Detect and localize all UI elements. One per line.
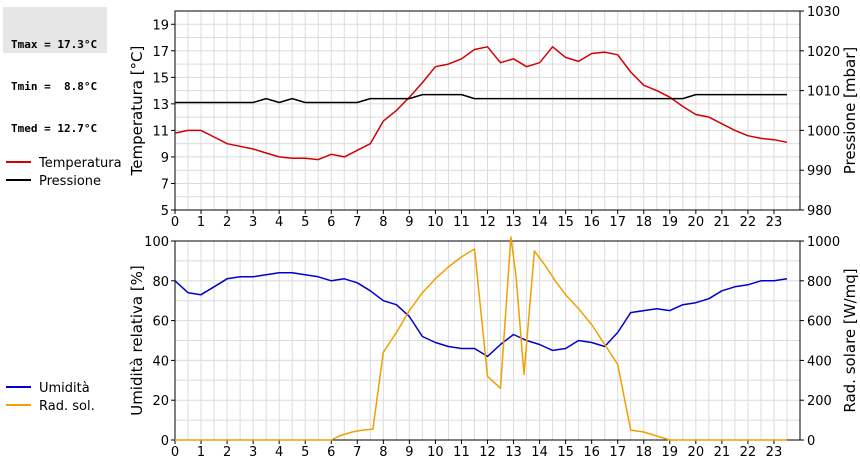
x-tick-label: 21 — [714, 215, 731, 230]
x-tick-label: 12 — [479, 445, 496, 460]
y-tick-label: 80 — [152, 275, 169, 290]
x-tick-label: 9 — [405, 445, 413, 460]
x-tick-label: 10 — [427, 215, 444, 230]
x-tick-label: 12 — [479, 215, 496, 230]
x-tick-label: 1 — [197, 445, 205, 460]
temperature-pressure-chart: 0 1 2 3 4 5 6 7 8 9 10 11 12 13 14 15 16 17 18 19 20 21 22 2357… — [6, 5, 859, 230]
y2-tick-label: 1000 — [807, 124, 840, 139]
x-tick-label: 3 — [249, 215, 257, 230]
y-axis-label: Temperatura [°C] — [128, 46, 146, 177]
y2-tick-label: 800 — [807, 275, 832, 290]
legend-label: Pressione — [39, 174, 101, 189]
y-tick-label: 20 — [152, 394, 169, 409]
x-tick-label: 16 — [583, 215, 600, 230]
x-tick-label: 6 — [327, 445, 335, 460]
x-tick-label: 8 — [379, 215, 387, 230]
y-tick-label: 40 — [152, 354, 169, 369]
x-tick-label: 18 — [635, 445, 652, 460]
x-tick-label: 10 — [427, 445, 444, 460]
y2-tick-label: 1000 — [807, 235, 840, 250]
x-tick-label: 7 — [353, 445, 361, 460]
y-tick-label: 11 — [152, 124, 169, 139]
x-tick-label: 17 — [609, 445, 626, 460]
x-tick-label: 11 — [453, 445, 470, 460]
x-tick-label: 0 — [171, 445, 179, 460]
x-tick-label: 5 — [301, 445, 309, 460]
y-tick-label: 100 — [144, 235, 169, 250]
x-tick-label: 15 — [557, 445, 574, 460]
x-tick-label: 23 — [766, 215, 783, 230]
grid — [174, 240, 801, 441]
x-tick-label: 20 — [688, 445, 705, 460]
x-tick-label: 23 — [766, 445, 783, 460]
y2-tick-label: 0 — [807, 434, 815, 449]
x-tick-label: 1 — [197, 215, 205, 230]
x-tick-label: 19 — [662, 445, 679, 460]
x-tick-label: 22 — [740, 215, 757, 230]
series-line-umidita — [174, 272, 788, 358]
grid — [174, 10, 801, 211]
y2-tick-label: 1020 — [807, 45, 840, 60]
legend-label: Umidità — [39, 381, 90, 396]
y2-tick-label: 600 — [807, 315, 832, 330]
y2-tick-label: 400 — [807, 354, 832, 369]
x-tick-label: 5 — [301, 215, 309, 230]
stats-box: Tmax = 17.3°C Tmin = 8.8°C Tmed = 12.7°C — [3, 7, 107, 135]
x-tick-label: 14 — [531, 215, 548, 230]
y2-tick-label: 200 — [807, 394, 832, 409]
y-tick-label: 60 — [152, 315, 169, 330]
x-tick-label: 15 — [557, 215, 574, 230]
x-tick-label: 4 — [275, 445, 283, 460]
x-tick-label: 16 — [583, 445, 600, 460]
x-tick-label: 18 — [635, 215, 652, 230]
y-tick-label: 0 — [161, 434, 169, 449]
x-tick-label: 21 — [714, 445, 731, 460]
x-tick-label: 4 — [275, 215, 283, 230]
y2-axis-label: Rad. solare [W/mq] — [841, 268, 859, 412]
y-axis-label: Umidità relativa [%] — [128, 265, 146, 416]
stat-tmed: Tmed = 12.7°C — [11, 122, 98, 135]
y2-tick-label: 980 — [807, 204, 832, 219]
x-tick-label: 2 — [223, 215, 231, 230]
x-tick-label: 8 — [379, 445, 387, 460]
x-tick-label: 2 — [223, 445, 231, 460]
series-line-rad-sol — [175, 236, 787, 441]
y-tick-label: 15 — [152, 71, 169, 86]
legend-label: Temperatura — [38, 156, 122, 171]
x-tick-label: 11 — [453, 215, 470, 230]
x-tick-label: 17 — [609, 215, 626, 230]
x-tick-label: 3 — [249, 445, 257, 460]
x-tick-label: 6 — [327, 215, 335, 230]
x-tick-label: 14 — [531, 445, 548, 460]
x-tick-label: 0 — [171, 215, 179, 230]
y-tick-label: 19 — [152, 18, 169, 33]
legend-label: Rad. sol. — [39, 399, 95, 414]
series-line-pressione — [175, 93, 787, 104]
x-tick-label: 9 — [405, 215, 413, 230]
y-tick-label: 13 — [152, 98, 169, 113]
series-line-temperatura — [174, 46, 788, 161]
x-tick-label: 20 — [688, 215, 705, 230]
x-tick-label: 13 — [505, 445, 522, 460]
y-tick-label: 9 — [161, 151, 169, 166]
humidity-radiation-chart: 0 1 2 3 4 5 6 7 8 9 10 11 12 13 14 15 16 17 18 19 20 21 22 2302… — [6, 235, 859, 460]
y2-tick-label: 990 — [807, 164, 832, 179]
y2-axis-label: Pressione [mbar] — [841, 47, 859, 175]
x-tick-label: 19 — [662, 215, 679, 230]
y2-tick-label: 1030 — [807, 5, 840, 20]
y2-tick-label: 1010 — [807, 85, 840, 100]
y-tick-label: 5 — [161, 204, 169, 219]
y-tick-label: 17 — [152, 45, 169, 60]
y-tick-label: 7 — [161, 177, 169, 192]
stat-tmax: Tmax = 17.3°C — [11, 38, 98, 51]
x-tick-label: 7 — [353, 215, 361, 230]
x-tick-label: 22 — [740, 445, 757, 460]
x-tick-label: 13 — [505, 215, 522, 230]
stat-tmin: Tmin = 8.8°C — [11, 80, 98, 93]
